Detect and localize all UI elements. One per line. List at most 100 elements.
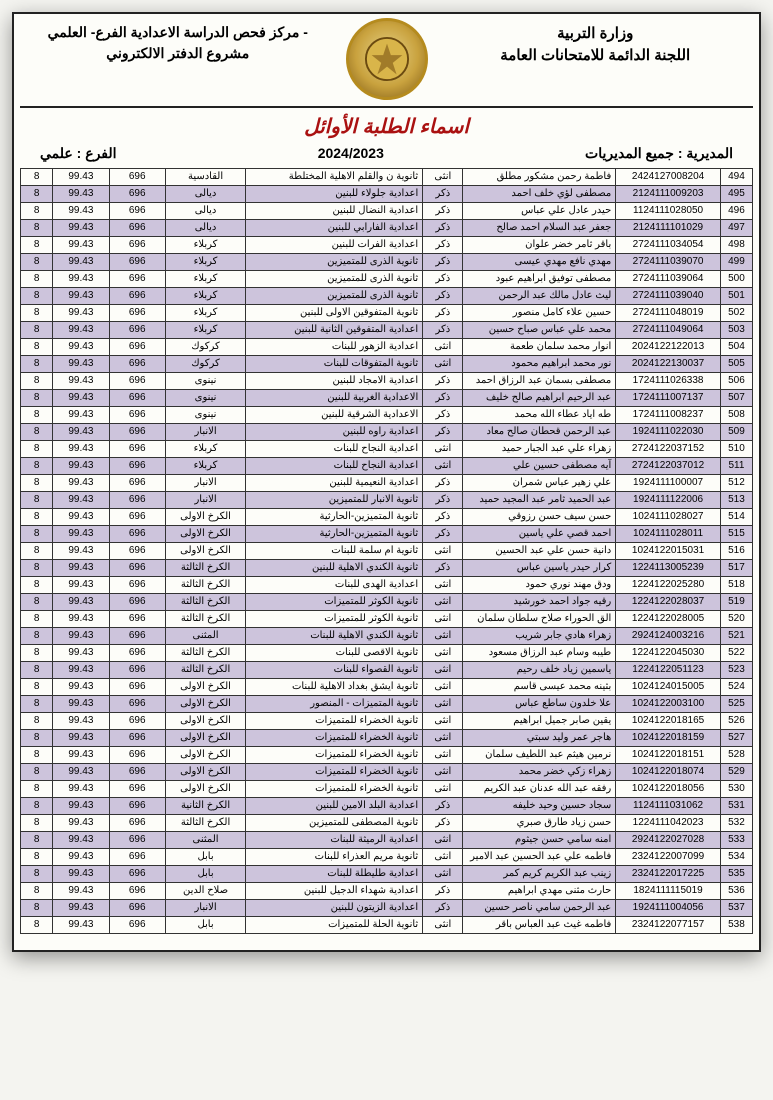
cell: 99.43 [53,679,109,696]
cell: باقر ثامر خضر علوان [463,237,616,254]
cell: 527 [720,730,752,747]
cell: 696 [109,713,165,730]
cell: الكرخ الاولى [165,526,245,543]
cell: 8 [21,560,53,577]
table-row: 5042024122122013انوار محمد سلمان طعمةانث… [21,339,753,356]
cell: 2724111039040 [616,288,721,305]
cell: ثانوية ن والقلم الاهلية المختلطة [246,169,423,186]
cell: اعدادية طليطلة للبنات [246,866,423,883]
table-row: 5151024111028011احمد قصي علي ياسينذكرثان… [21,526,753,543]
cell: بابل [165,866,245,883]
cell: 8 [21,577,53,594]
cell: الكرخ الثالثة [165,815,245,832]
cell: 8 [21,611,53,628]
cell: ذكر [423,237,463,254]
cell: 99.43 [53,220,109,237]
cell: كربلاء [165,288,245,305]
cell: 1024111028027 [616,509,721,526]
cell: 8 [21,679,53,696]
cell: حسن سيف حسن رزوقي [463,509,616,526]
cell: مهدي نافع مهدي عيسى [463,254,616,271]
cell: 505 [720,356,752,373]
cell: اعدادية النضال للبنين [246,203,423,220]
cell: انثى [423,577,463,594]
table-row: 5102724122037152زهراء علي عبد الجبار حمي… [21,441,753,458]
cell: بثينه محمد عيسى قاسم [463,679,616,696]
cell: 8 [21,237,53,254]
academic-year: 2024/2023 [318,145,384,162]
cell: عبد الرحمن قحطان صالح معاد [463,424,616,441]
cell: 99.43 [53,713,109,730]
cell: ثانوية الخضراء للمتميزات [246,730,423,747]
cell: 506 [720,373,752,390]
cell: كربلاء [165,254,245,271]
cell: اعدادية شهداء الدجيل للبنين [246,883,423,900]
cell: عبد الرحيم ابراهيم صالح خليف [463,390,616,407]
cell: الكرخ الاولى [165,781,245,798]
cell: 99.43 [53,883,109,900]
main-title: اسماء الطلبة الأوائل [20,114,753,139]
cell: 1124111028050 [616,203,721,220]
table-row: 5371924111004056عبد الرحمن سامي ناصر حسي… [21,900,753,917]
cell: 507 [720,390,752,407]
table-row: 5281024122018151نرمين هيثم عبد اللطيف سل… [21,747,753,764]
cell: 696 [109,611,165,628]
cell: انثى [423,696,463,713]
cell: 99.43 [53,764,109,781]
table-row: 5071724111007137عبد الرحيم ابراهيم صالح … [21,390,753,407]
ministry-logo [346,18,428,100]
cell: 2324122007099 [616,849,721,866]
table-row: 5241024124015005بثينه محمد عيسى قاسمانثى… [21,679,753,696]
cell: 534 [720,849,752,866]
table-row: 4942424127008204فاطمة رحمن مشكور مطلقانث… [21,169,753,186]
branch: الفرع : علمي [40,145,117,162]
cell: ذكر [423,560,463,577]
cell: 696 [109,288,165,305]
cell: 1924111100007 [616,475,721,492]
cell: ياسمين زياد خلف رحيم [463,662,616,679]
cell: 501 [720,288,752,305]
cell: 8 [21,917,53,934]
cell: 99.43 [53,356,109,373]
cell: 99.43 [53,560,109,577]
cell: دانية حسن علي عبد الحسين [463,543,616,560]
cell: 99.43 [53,237,109,254]
cell: 2724122037012 [616,458,721,475]
cell: 2124111101029 [616,220,721,237]
cell: 696 [109,900,165,917]
cell: كرار حيدر ياسين عباس [463,560,616,577]
cell: 1224111042023 [616,815,721,832]
table-row: 5121924111100007علي زهير عباس شمرانذكراع… [21,475,753,492]
cell: 99.43 [53,577,109,594]
cell: اعدادية راوه للبنين [246,424,423,441]
cell: 8 [21,628,53,645]
cell: 510 [720,441,752,458]
cell: انثى [423,764,463,781]
cell: اعدادية النعيمية للبنين [246,475,423,492]
cell: 696 [109,305,165,322]
table-row: 5161024122015031دانية حسن علي عبد الحسين… [21,543,753,560]
cell: 696 [109,798,165,815]
cell: 2724111039070 [616,254,721,271]
cell: 531 [720,798,752,815]
cell: 500 [720,271,752,288]
cell: 696 [109,730,165,747]
cell: انثى [423,628,463,645]
cell: 512 [720,475,752,492]
cell: 696 [109,322,165,339]
cell: انثى [423,747,463,764]
cell: 504 [720,339,752,356]
cell: حارث مثنى مهدي ابراهيم [463,883,616,900]
cell: 532 [720,815,752,832]
cell: الانبار [165,900,245,917]
cell: 696 [109,271,165,288]
cell: 696 [109,832,165,849]
cell: 2024122122013 [616,339,721,356]
cell: كربلاء [165,322,245,339]
cell: حسين علاء كامل منصور [463,305,616,322]
table-row: 5012724111039040ليث عادل مالك عبد الرحمن… [21,288,753,305]
cell: 1224122025280 [616,577,721,594]
cell: 499 [720,254,752,271]
cell: انثى [423,339,463,356]
cell: حسن زياد طارق صبري [463,815,616,832]
